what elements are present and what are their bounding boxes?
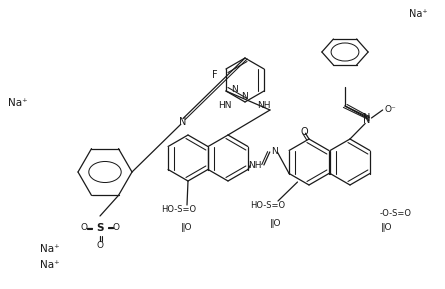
Text: O⁻: O⁻ (384, 105, 396, 114)
Text: N: N (363, 113, 371, 123)
Text: O: O (97, 240, 104, 249)
Text: Na⁺: Na⁺ (40, 260, 60, 270)
Text: N: N (231, 85, 238, 94)
Text: NH: NH (248, 160, 262, 170)
Text: O: O (113, 223, 120, 232)
Text: Na⁺: Na⁺ (8, 98, 28, 108)
Text: N: N (363, 115, 371, 125)
Text: N: N (271, 147, 278, 157)
Text: HO-S=O: HO-S=O (162, 205, 197, 214)
Text: HO-S=O: HO-S=O (251, 201, 286, 210)
Text: O: O (301, 127, 308, 137)
Text: ‖O: ‖O (270, 220, 282, 229)
Text: N: N (179, 117, 187, 127)
Text: HN: HN (218, 101, 232, 110)
Text: S: S (96, 223, 104, 233)
Text: Na⁺: Na⁺ (40, 244, 60, 254)
Text: NH: NH (257, 101, 270, 110)
Text: N: N (242, 92, 248, 101)
Text: -O-S=O: -O-S=O (380, 208, 412, 218)
Text: F: F (212, 70, 218, 80)
Text: ‖O: ‖O (381, 223, 393, 232)
Text: O: O (81, 223, 88, 232)
Text: ‖O: ‖O (181, 223, 193, 232)
Text: Na⁺: Na⁺ (409, 9, 427, 19)
